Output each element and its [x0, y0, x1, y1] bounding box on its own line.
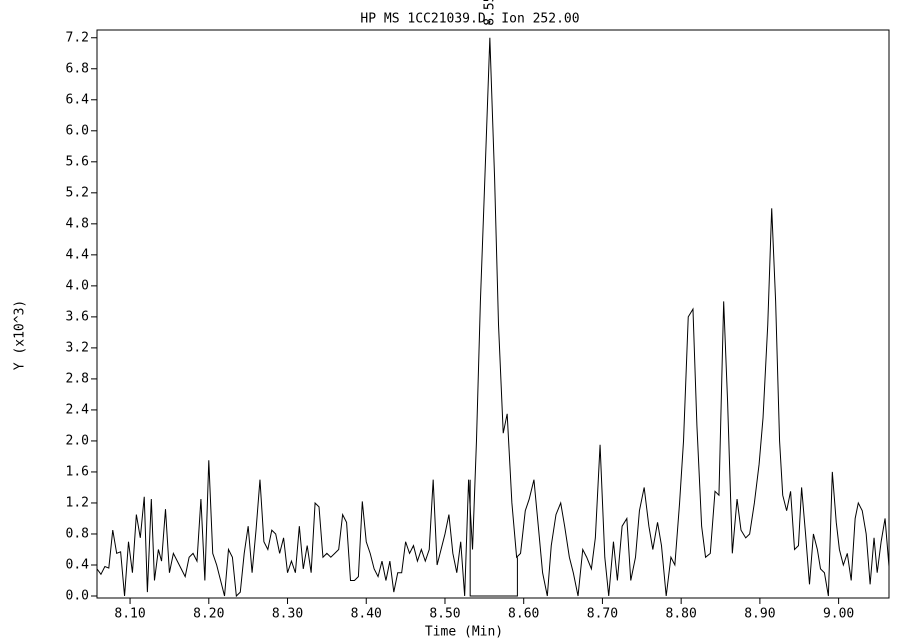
- x-tick-label: 8.40: [351, 607, 382, 622]
- y-tick-label: 4.0: [66, 278, 89, 293]
- y-tick-label: 6.8: [66, 61, 89, 76]
- data-line: [96, 37, 890, 598]
- y-tick-label: 1.2: [66, 495, 89, 510]
- y-axis-label: Y (x10^3): [13, 300, 28, 370]
- integration-baseline: [469, 479, 518, 597]
- x-tick-label: 8.50: [429, 607, 460, 622]
- y-tick-label: 0.0: [66, 589, 89, 604]
- x-tick-label: 8.70: [587, 607, 618, 622]
- plot-frame: [96, 29, 890, 599]
- chart-title: HP MS 1CC21039.D, Ion 252.00: [360, 12, 579, 27]
- y-tick-label: 3.6: [66, 309, 89, 324]
- y-tick-label: 0.4: [66, 557, 90, 572]
- x-tick-label: 8.10: [114, 607, 145, 622]
- y-tick-label: 6.0: [66, 123, 89, 138]
- y-tick-label: 5.2: [66, 185, 89, 200]
- x-tick-label: 8.60: [508, 607, 539, 622]
- peak-label: 8.557: [482, 0, 497, 26]
- y-tick-label: 4.8: [66, 216, 89, 231]
- y-tick-label: 3.2: [66, 340, 89, 355]
- y-tick-label: 7.2: [66, 30, 89, 45]
- x-tick-label: 8.20: [193, 607, 224, 622]
- y-tick-label: 0.8: [66, 526, 89, 541]
- y-tick-label: 2.8: [66, 371, 89, 386]
- y-tick-label: 2.0: [66, 433, 89, 448]
- x-axis-label: Time (Min): [425, 625, 503, 639]
- x-tick-label: 9.00: [823, 607, 854, 622]
- y-tick-label: 6.4: [66, 92, 90, 107]
- x-tick-label: 8.90: [744, 607, 775, 622]
- x-tick-label: 8.80: [666, 607, 697, 622]
- y-tick-label: 2.4: [66, 402, 90, 417]
- y-tick-label: 1.6: [66, 464, 89, 479]
- x-tick-label: 8.30: [272, 607, 303, 622]
- y-tick-label: 4.4: [66, 247, 90, 262]
- y-tick-label: 5.6: [66, 154, 89, 169]
